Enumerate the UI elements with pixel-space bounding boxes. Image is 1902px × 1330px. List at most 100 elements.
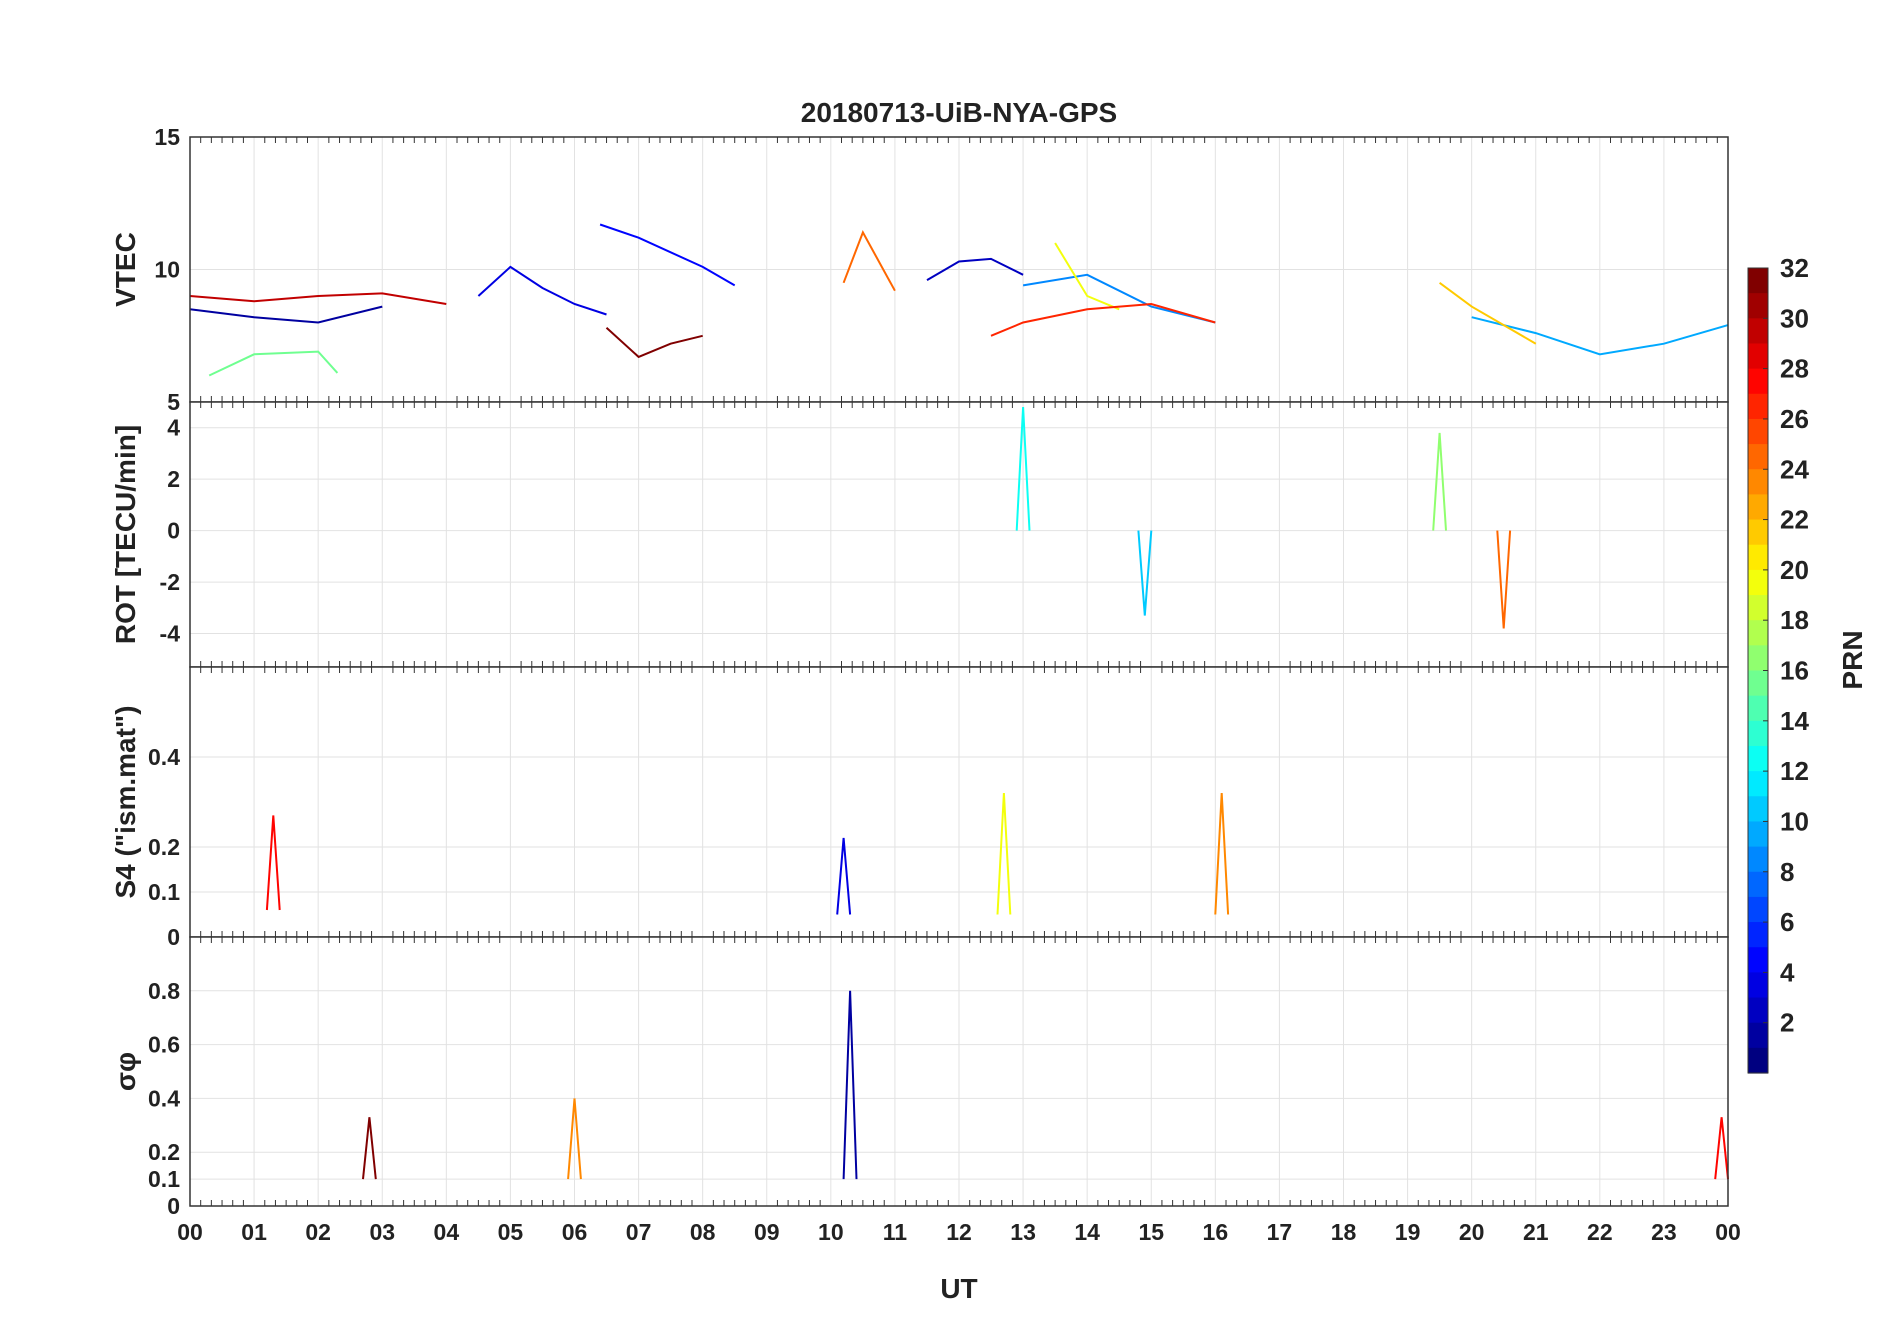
x-tick-label: 09 <box>754 1219 780 1245</box>
colorbar-tick-label: 2 <box>1780 1008 1794 1038</box>
colorbar-segment <box>1748 997 1768 1024</box>
colorbar-tick-label: 8 <box>1780 857 1794 887</box>
x-tick-label: 21 <box>1523 1219 1549 1245</box>
colorbar-tick-label: 20 <box>1780 555 1809 585</box>
colorbar-segment <box>1748 544 1768 571</box>
colorbar-segment <box>1748 947 1768 973</box>
colorbar-segment <box>1748 368 1768 395</box>
series-prn-10 <box>1471 316 1729 356</box>
series-prn-22 <box>1439 281 1537 345</box>
series-prn-4 <box>836 837 852 915</box>
colorbar-segment <box>1748 343 1768 370</box>
colorbar-segment <box>1748 293 1768 319</box>
series-prn-4 <box>477 265 607 316</box>
colorbar-segment <box>1748 444 1768 470</box>
colorbar-segment <box>1748 972 1768 999</box>
series-prn-28 <box>265 815 281 911</box>
x-axis-label: UT <box>940 1273 977 1304</box>
x-tick-label: 11 <box>883 1219 908 1245</box>
colorbar-segment <box>1748 268 1768 294</box>
y-tick-label: 0.1 <box>148 879 180 905</box>
y-tick-label: 0.2 <box>148 1139 180 1165</box>
colorbar-tick-label: 18 <box>1780 605 1809 635</box>
colorbar-segment <box>1748 695 1768 722</box>
series-prn-27 <box>990 302 1216 337</box>
y-tick-label: 0.4 <box>148 744 180 770</box>
y-tick-label: 0.4 <box>148 1085 180 1111</box>
colorbar-segment <box>1748 796 1768 823</box>
colorbar-tick-label: 24 <box>1780 454 1809 484</box>
colorbar-label: PRN <box>1837 630 1868 689</box>
colorbar-segment <box>1748 1022 1768 1049</box>
colorbar-segment <box>1748 771 1768 797</box>
y-tick-label: 0.6 <box>148 1032 180 1058</box>
x-tick-label: 08 <box>690 1219 716 1245</box>
series-prn-2 <box>189 305 383 324</box>
colorbar-tick-label: 12 <box>1780 756 1809 786</box>
series-prn-11 <box>1137 530 1153 616</box>
series-prn-24 <box>1214 792 1230 915</box>
colorbar-segment <box>1748 393 1768 420</box>
x-tick-label: 02 <box>305 1219 331 1245</box>
x-tick-label: 06 <box>562 1219 588 1245</box>
colorbar-segment <box>1748 318 1768 345</box>
x-tick-label: 19 <box>1395 1219 1421 1245</box>
y-tick-label: 4 <box>167 415 180 441</box>
colorbar-segment <box>1748 418 1768 445</box>
panel-4: 00.10.2 0.4 0.6 0.8 σφ <box>110 936 1729 1219</box>
y-axis-label: VTEC <box>110 232 141 307</box>
colorbar-tick-label: 32 <box>1780 253 1809 283</box>
y-tick-label: 0 <box>167 518 180 544</box>
panel-2: -4 -2 0 2 4 ROT [TECU/min] <box>110 401 1729 668</box>
y-axis-label: S4 ("ism.mat") <box>110 705 141 898</box>
colorbar-tick-label: 28 <box>1780 354 1809 384</box>
x-tick-label: 23 <box>1651 1219 1677 1245</box>
colorbar-tick-label: 16 <box>1780 656 1809 686</box>
series-prn-20 <box>996 792 1012 915</box>
colorbar-segment <box>1748 871 1768 898</box>
y-tick-label: -2 <box>160 569 180 595</box>
y-axis-label: ROT [TECU/min] <box>110 425 141 644</box>
y-tick-label: 0.1 <box>148 1166 180 1192</box>
colorbar-segment <box>1748 922 1768 948</box>
x-tick-label: 22 <box>1587 1219 1613 1245</box>
y-tick-label: 10 <box>154 257 180 283</box>
y-tick-label: 15 <box>154 124 180 150</box>
x-tick-label: 07 <box>626 1219 652 1245</box>
panel-3: 0 0.1 0.2 0.4 S4 ("ism.mat") <box>110 666 1729 950</box>
y-axis-label: σφ <box>110 1052 141 1091</box>
colorbar-tick-label: 26 <box>1780 404 1809 434</box>
series-prn-17 <box>1432 432 1447 531</box>
colorbar-segment <box>1748 846 1768 873</box>
x-tick-label: 13 <box>1010 1219 1036 1245</box>
series-prn-24 <box>567 1098 582 1180</box>
colorbar-segment <box>1748 896 1768 923</box>
colorbar-segment <box>1748 519 1768 546</box>
x-tick-label: 16 <box>1203 1219 1229 1245</box>
colorbar-tick-label: 22 <box>1780 505 1809 535</box>
x-tick-label: 14 <box>1074 1219 1100 1245</box>
series-prn-16 <box>208 350 339 377</box>
series-prn-5 <box>599 223 736 287</box>
x-tick-label: 18 <box>1331 1219 1357 1245</box>
y-tick-label: 0.8 <box>148 978 180 1004</box>
x-tick-label: 00 <box>1715 1219 1741 1245</box>
colorbar-tick-label: 6 <box>1780 907 1794 937</box>
series-prn-3 <box>926 257 1024 281</box>
colorbar-tick-label: 14 <box>1780 706 1809 736</box>
colorbar-tick-label: 4 <box>1780 957 1795 987</box>
colorbar-tick-label: 30 <box>1780 303 1809 333</box>
x-axis-ticks: 00 01 02 03 04 05 06 07 08 09 10 11 12 13 14 15 16 17 18 19… <box>177 1219 1741 1245</box>
colorbar-segment <box>1748 720 1768 747</box>
series-prn-25 <box>1496 530 1512 629</box>
series-prn-2 <box>842 990 858 1180</box>
colorbar-segment <box>1748 745 1768 772</box>
colorbar-segment <box>1748 494 1768 521</box>
x-tick-label: 12 <box>946 1219 972 1245</box>
colorbar-segment <box>1748 469 1768 496</box>
y-tick-label: 0 <box>167 1193 180 1219</box>
panel-1: 5 10 15 VTEC <box>110 124 1729 415</box>
y-tick-label: 2 <box>167 466 180 492</box>
